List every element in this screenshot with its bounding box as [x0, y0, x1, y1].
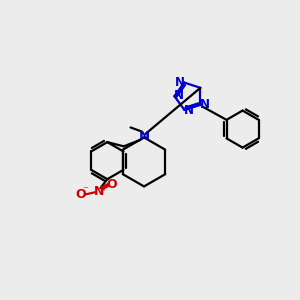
Text: N: N: [175, 76, 185, 89]
Text: N: N: [174, 89, 184, 103]
Text: N: N: [200, 98, 210, 112]
Text: ⁻: ⁻: [82, 185, 88, 196]
Text: O: O: [75, 188, 86, 201]
Text: N: N: [94, 185, 104, 198]
Text: N: N: [139, 130, 150, 143]
Text: +: +: [99, 183, 107, 193]
Text: O: O: [106, 178, 117, 191]
Text: N: N: [184, 104, 194, 117]
